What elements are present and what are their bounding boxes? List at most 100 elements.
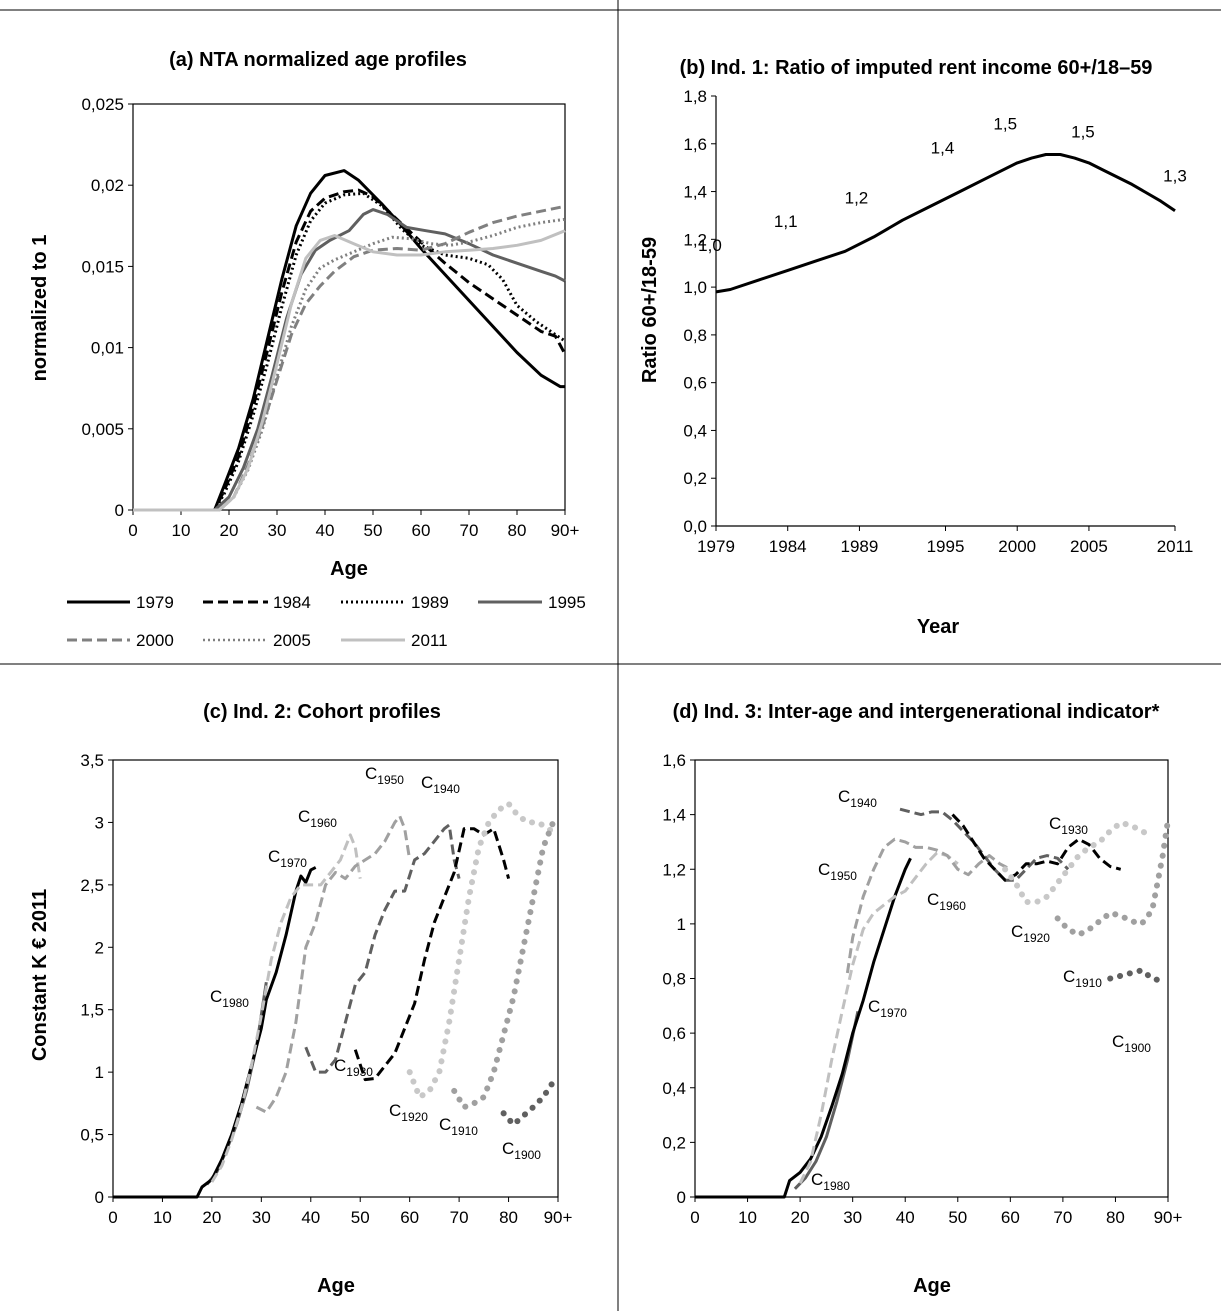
panel-c-cohort-label-c1960: C1960 [298, 807, 337, 830]
panel-a-series-1995 [133, 208, 566, 512]
panel-a-series-1984 [133, 188, 567, 512]
panel-a-xtick-label: 60 [412, 521, 431, 540]
panel-c-ytick-label: 0 [95, 1188, 104, 1207]
legend-item-1995: 1995 [478, 593, 586, 612]
panel-c-series-c1980 [205, 981, 268, 1186]
panel-c-series-c1970 [113, 866, 317, 1199]
panel-c-cohort-label-c1950: C1950 [365, 764, 404, 787]
panel-c-cohort-label-c1920: C1920 [389, 1101, 428, 1124]
panel-c-xtick-label: 40 [301, 1208, 320, 1227]
panel-c-ytick-label: 0,5 [80, 1126, 104, 1145]
panel-d-title: (d) Ind. 3: Inter-age and intergeneratio… [673, 701, 1160, 723]
panel-b-ytick-label: 1,2 [683, 230, 707, 249]
panel-c-series-c1940 [304, 823, 461, 1074]
panel-a-xtick-label: 10 [172, 521, 191, 540]
panel-d-xtick-label: 10 [738, 1208, 757, 1227]
legend-label-1989: 1989 [411, 593, 449, 612]
legend-item-1984: 1984 [203, 593, 311, 612]
panel-c-cohort-label-c1970: C1970 [268, 847, 307, 870]
panel-d-ytick-label: 0,2 [662, 1133, 686, 1152]
panel-d-series-c1950 [845, 837, 1011, 974]
panel-d-series-c1920 [1002, 819, 1156, 905]
panel-c-plot-frame [112, 759, 559, 1198]
panel-c-series-c1950 [255, 814, 412, 1114]
panel-b-xtick-label: 1979 [697, 537, 735, 556]
panel-b-ytick-label: 0,6 [683, 374, 707, 393]
panel-c-xtick-label: 80 [499, 1208, 518, 1227]
legend-item-2000: 2000 [67, 631, 174, 650]
panel-c-ytick-label: 1 [95, 1063, 104, 1082]
panel-a: 0 0,005 0,01 0,015 0,02 0,025 0 10 20 30 40 50 60 70 8… [81, 95, 579, 540]
panel-d-ytick-label: 0,4 [662, 1079, 686, 1098]
panel-a-ylabel: normalized to 1 [29, 235, 51, 382]
panel-a-xtick-label: 40 [316, 521, 335, 540]
panel-c: 0 0,5 1 1,5 2 2,5 3 3,5 0 10 20 30 40 50 60 70 80 90+ C198… [80, 751, 572, 1227]
panel-c-ytick-label: 2,5 [80, 876, 104, 895]
panel-b-xtick-label: 1989 [841, 537, 879, 556]
panel-b-data-label: 1,2 [845, 188, 869, 207]
panel-a-ytick-label: 0,01 [91, 339, 124, 358]
panel-c-title: (c) Ind. 2: Cohort profiles [203, 701, 441, 723]
panel-a-xtick-label: 50 [364, 521, 383, 540]
legend-item-1989: 1989 [341, 593, 449, 612]
panel-d: 0 0,2 0,4 0,6 0,8 1 1,2 1,4 1,6 0 10 20 30 40 50 60 70 80… [662, 751, 1182, 1227]
panel-a-xtick-label: 0 [128, 521, 137, 540]
legend-item-2005: 2005 [203, 631, 311, 650]
panel-d-cohort-label-c1960: C1960 [927, 890, 966, 913]
panel-d-xtick-label: 50 [948, 1208, 967, 1227]
panel-d-xtick-label: 90+ [1154, 1208, 1183, 1227]
panel-c-series-c1900 [500, 1074, 561, 1128]
panel-c-xtick-label: 0 [108, 1208, 117, 1227]
panel-d-cohort-label-c1900: C1900 [1112, 1032, 1151, 1055]
panel-b-title: (b) Ind. 1: Ratio of imputed rent income… [680, 57, 1153, 79]
panel-c-xtick-label: 30 [252, 1208, 271, 1227]
panel-d-series-c1940 [899, 807, 1070, 882]
panel-d-ytick-label: 1,4 [662, 806, 686, 825]
panel-c-xlabel: Age [317, 1275, 355, 1297]
panel-d-ytick-label: 0,6 [662, 1024, 686, 1043]
panel-b-ytick-label: 1,4 [683, 183, 707, 202]
panel-b-ytick-label: 0,0 [683, 517, 707, 536]
panel-a-xtick-label: 20 [220, 521, 239, 540]
panel-c-cohort-label-c1930: C1930 [334, 1056, 373, 1079]
panel-d-series-c1980 [793, 1010, 860, 1190]
panel-a-series-2000 [133, 204, 566, 512]
panel-b-data-label: 1,1 [774, 212, 798, 231]
panel-b-ytick-label: 1,8 [683, 87, 707, 106]
panel-d-series-c1970 [695, 857, 912, 1199]
panel-a-plot-frame [132, 103, 566, 511]
panel-c-xtick-label: 70 [450, 1208, 469, 1227]
panel-d-cohort-label-c1930: C1930 [1049, 814, 1088, 837]
panel-c-ylabel: Constant K € 2011 [29, 889, 51, 1061]
legend-label-2000: 2000 [136, 631, 174, 650]
panel-c-cohort-label-c1910: C1910 [439, 1115, 478, 1138]
panel-a-xtick-label: 90+ [551, 521, 580, 540]
panel-d-ytick-label: 0,8 [662, 970, 686, 989]
panel-b-ylabel: Ratio 60+/18-59 [639, 237, 661, 383]
panel-b-data-label: 1,5 [1071, 123, 1095, 142]
panel-c-xtick-label: 60 [400, 1208, 419, 1227]
panel-a-ytick-label: 0,015 [81, 257, 124, 276]
panel-d-xtick-label: 70 [1053, 1208, 1072, 1227]
panel-c-series-c1930 [353, 827, 511, 1082]
panel-c-series-c1910 [451, 819, 561, 1111]
panel-d-cohort-label-c1950: C1950 [818, 860, 857, 883]
panel-b-xtick-label: 2000 [998, 537, 1036, 556]
panel-d-cohort-label-c1940: C1940 [838, 787, 877, 810]
panel-d-series-c1930 [951, 813, 1122, 882]
legend-label-1984: 1984 [273, 593, 311, 612]
panel-d-cohort-label-c1980: C1980 [811, 1170, 850, 1193]
panel-d-series-c1960 [798, 851, 959, 1184]
panel-a-series-2005 [133, 217, 566, 512]
panel-c-series-c1920 [406, 800, 561, 1101]
panel-c-cohort-label-c1940: C1940 [421, 773, 460, 796]
panel-a-ytick-label: 0,005 [81, 420, 124, 439]
panel-b-data-label: 1,5 [993, 115, 1017, 134]
panel-a-series-1989 [133, 191, 566, 512]
panel-b-xtick-label: 1984 [769, 537, 807, 556]
panel-a-series-1979 [133, 169, 565, 512]
panel-d-cohort-label-c1970: C1970 [868, 997, 907, 1020]
panel-c-xtick-label: 20 [202, 1208, 221, 1227]
